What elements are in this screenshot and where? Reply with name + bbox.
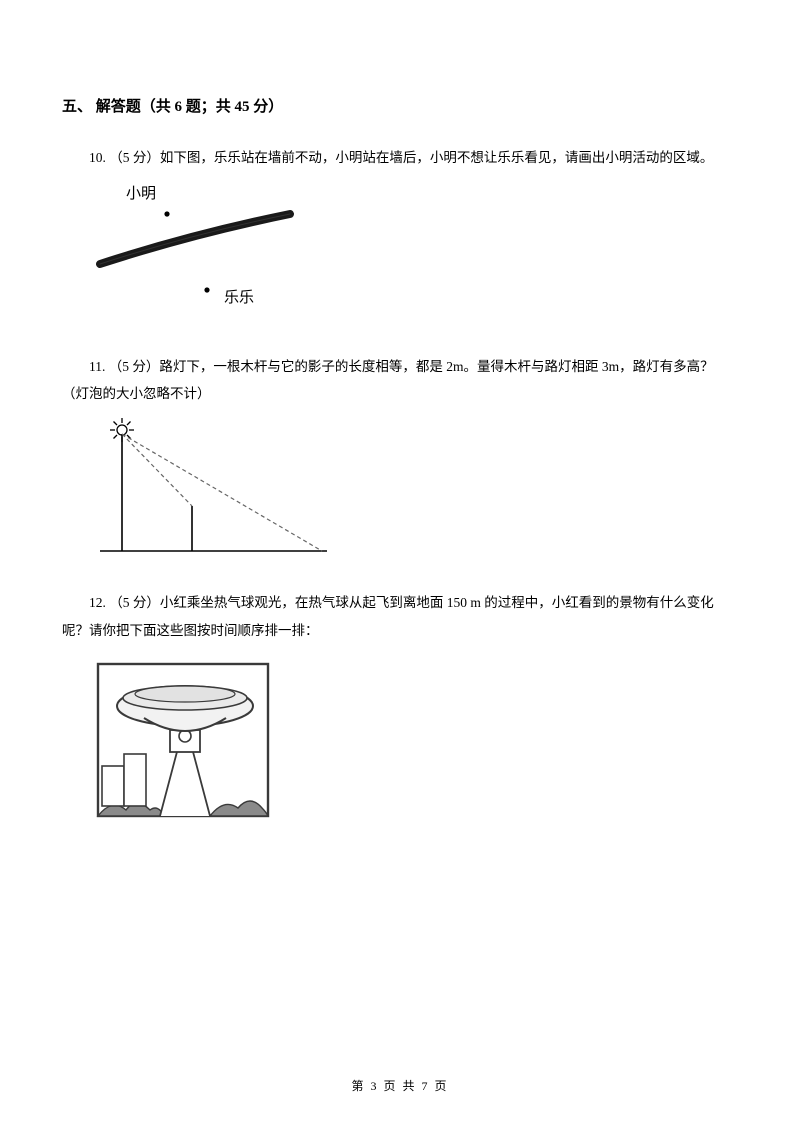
balloon-top-ring2 bbox=[135, 686, 235, 702]
point-lele bbox=[204, 287, 209, 292]
section-heading: 五、 解答题（共 6 题；共 45 分） bbox=[62, 95, 738, 116]
question-12-text: 12. （5 分）小红乘坐热气球观光，在热气球从起飞到离地面 150 m 的过程… bbox=[62, 589, 738, 644]
question-11-text: 11. （5 分）路灯下，一根木杆与它的影子的长度相等，都是 2m。量得木杆与路… bbox=[62, 353, 738, 408]
building-2 bbox=[124, 754, 146, 806]
label-lele: 乐乐 bbox=[224, 289, 254, 306]
wall-line bbox=[100, 214, 290, 264]
building-1 bbox=[102, 766, 124, 806]
light-ray-to-stick bbox=[122, 434, 192, 506]
page-footer: 第 3 页 共 7 页 bbox=[0, 1077, 800, 1094]
question-10-text: 10. （5 分）如下图，乐乐站在墙前不动，小明站在墙后，小明不想让乐乐看见，请… bbox=[62, 144, 738, 172]
light-ray-long bbox=[122, 434, 322, 551]
label-xiaoming: 小明 bbox=[126, 185, 156, 202]
question-11-diagram bbox=[92, 416, 738, 571]
question-12-diagram bbox=[92, 658, 738, 833]
point-xiaoming bbox=[164, 211, 169, 216]
question-10-diagram: 小明 乐乐 bbox=[92, 180, 738, 335]
